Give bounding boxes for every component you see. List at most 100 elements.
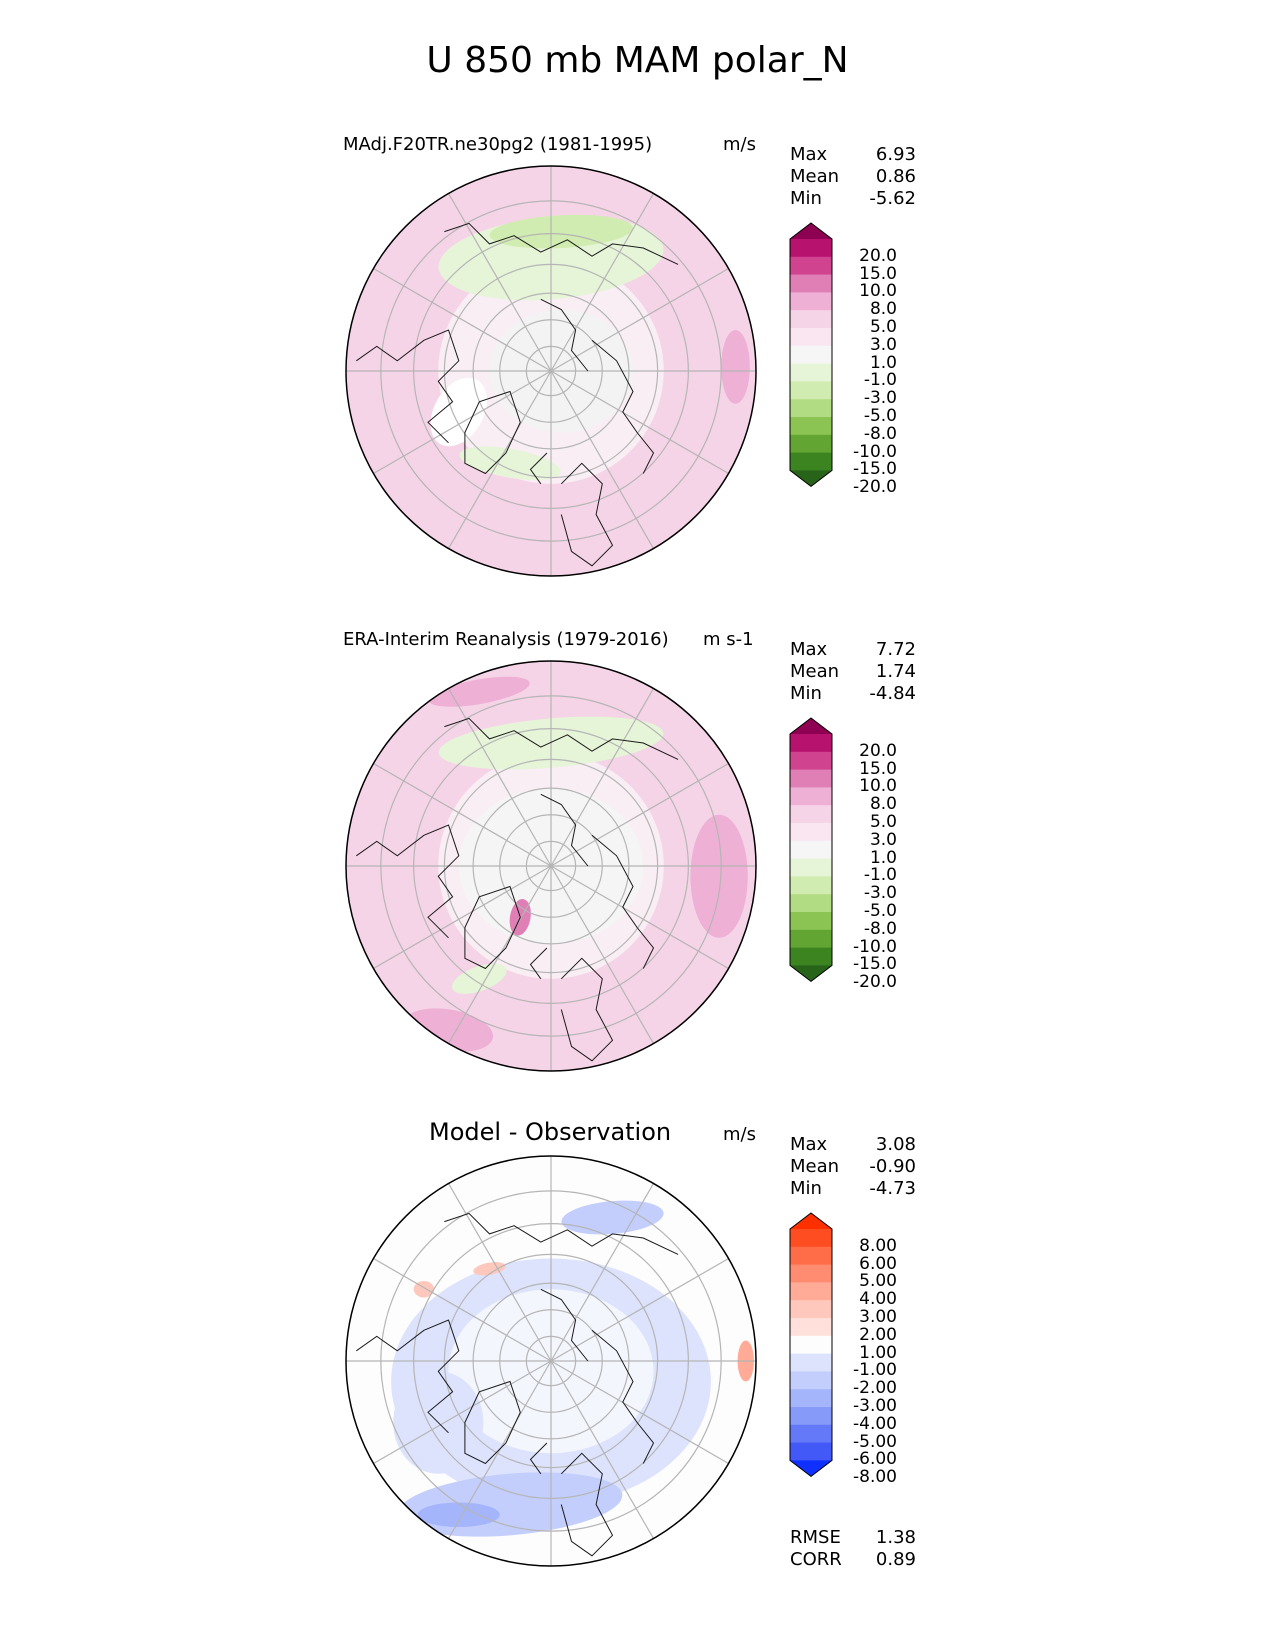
- meridian-line: [447, 193, 552, 372]
- meridian-line: [550, 688, 655, 867]
- colorbar-tick-label: -8.00: [853, 1467, 897, 1488]
- meridian-line: [447, 1183, 552, 1362]
- meridian-line: [550, 1360, 655, 1539]
- colorbar-segment: [790, 274, 832, 293]
- field-region: [430, 377, 487, 447]
- figure-title: U 850 mb MAM polar_N: [426, 40, 849, 81]
- meridian-line: [550, 1360, 729, 1465]
- colorbar-tick-label: 5.0: [869, 317, 897, 337]
- field-region: [428, 676, 530, 707]
- colorbar-tick-label: 8.0: [869, 794, 897, 815]
- panel-3-min-label: Min: [790, 1178, 822, 1199]
- coastline: [560, 462, 614, 567]
- colorbar-segment: [790, 1407, 832, 1426]
- colorbar-segment: [790, 805, 832, 824]
- field-region: [561, 1200, 664, 1235]
- colorbar-segment: [790, 1335, 832, 1355]
- meridian-line: [550, 193, 655, 372]
- meridian-line: [550, 1183, 655, 1362]
- panel-1-min-value: -5.62: [869, 188, 916, 209]
- coastline: [444, 222, 679, 265]
- panel-2-max-value: 7.72: [875, 639, 916, 660]
- colorbar-tick-label: 2.00: [859, 1324, 897, 1345]
- colorbar-tick-label: -20.0: [853, 972, 897, 993]
- colorbar-segment: [790, 947, 832, 966]
- field-region: [473, 1262, 506, 1276]
- panel-1-mean-value: 0.86: [875, 166, 916, 187]
- panel-3-min-value: -4.73: [869, 1178, 916, 1199]
- colorbar-tick-label: 1.0: [869, 352, 897, 373]
- meridian-line: [550, 1257, 729, 1362]
- panel-1-min-label: Min: [790, 188, 822, 209]
- colorbar-segment: [790, 1300, 832, 1319]
- map-field-2: [346, 1156, 756, 1566]
- meridian-line: [373, 1360, 552, 1465]
- panel-1-units: m/s: [723, 134, 756, 155]
- colorbar-segment: [790, 1353, 832, 1372]
- coastline: [540, 298, 589, 372]
- colorbar-segment: [790, 345, 832, 365]
- panel-3-units: m/s: [723, 1124, 756, 1145]
- panel-1-mean-label: Mean: [790, 166, 840, 187]
- colorbar-segment: [790, 787, 832, 806]
- colorbar-segment: [790, 769, 832, 788]
- panel-3-max-value: 3.08: [875, 1134, 916, 1155]
- colorbar-extend-top: [790, 718, 832, 734]
- colorbar-extend-top: [790, 223, 832, 239]
- map-field-1: [346, 661, 756, 1071]
- meridian-line: [373, 1257, 552, 1362]
- field-region: [721, 330, 750, 404]
- rmse-value: 1.38: [875, 1527, 916, 1548]
- coastline: [444, 1212, 679, 1255]
- colorbar-segment: [790, 840, 832, 860]
- colorbar-segment: [790, 734, 832, 753]
- meridian-line: [550, 267, 729, 372]
- colorbar-tick-label: -1.0: [863, 865, 897, 886]
- colorbar-outline: [789, 222, 833, 488]
- coastline: [356, 329, 460, 444]
- field-region: [690, 814, 748, 938]
- meridian-line: [550, 865, 655, 1044]
- colorbar-tick-label: 10.0: [859, 281, 897, 302]
- panel-2-mean-value: 1.74: [875, 661, 916, 682]
- colorbar-segment: [790, 1424, 832, 1444]
- colorbar-tick-label: -4.00: [853, 1413, 897, 1434]
- colorbar-tick-label: -3.0: [863, 388, 897, 409]
- colorbar-outline: [789, 1212, 833, 1478]
- field-region: [451, 963, 507, 994]
- colorbar-tick-label: 3.00: [859, 1307, 897, 1327]
- panel-2-min-label: Min: [790, 683, 822, 704]
- field-region: [417, 1502, 500, 1528]
- colorbar-segment: [790, 823, 832, 842]
- colorbar-tick-label: -1.00: [853, 1360, 897, 1381]
- coastline: [540, 793, 589, 867]
- panel-2-mean-label: Mean: [790, 661, 840, 682]
- panel-2-title: ERA-Interim Reanalysis (1979-2016): [343, 629, 669, 650]
- map-boundary: [345, 1155, 757, 1567]
- meridian-line: [550, 762, 729, 867]
- corr-value: 0.89: [875, 1549, 916, 1570]
- colorbar-tick-label: 15.0: [859, 758, 897, 779]
- coastline: [529, 1442, 548, 1475]
- colorbar-tick-label: 15.0: [859, 263, 897, 284]
- panel-1-max-label: Max: [790, 144, 828, 165]
- colorbar-tick-label: 20.0: [859, 245, 897, 266]
- colorbar-tick-label: 8.00: [859, 1235, 897, 1256]
- colorbar-extend-bottom: [790, 965, 832, 982]
- colorbar-segment: [790, 310, 832, 329]
- colorbar-segment: [790, 751, 832, 771]
- coastline: [591, 834, 655, 969]
- meridian-line: [373, 762, 552, 867]
- panel-3-mean-label: Mean: [790, 1156, 840, 1177]
- colorbar-extend-top: [790, 1213, 832, 1229]
- coastline: [356, 824, 460, 939]
- colorbar-tick-label: 8.0: [869, 299, 897, 320]
- colorbar-tick-label: -5.00: [853, 1431, 897, 1452]
- colorbar-model: [789, 222, 833, 488]
- colorbar-tick-label: 6.00: [859, 1253, 897, 1274]
- colorbar-tick-label: 1.0: [869, 847, 897, 868]
- colorbar-segment: [790, 1229, 832, 1248]
- panel-3-title: Model - Observation: [429, 1118, 672, 1146]
- colorbar-segment: [790, 328, 832, 347]
- coastline: [591, 339, 655, 474]
